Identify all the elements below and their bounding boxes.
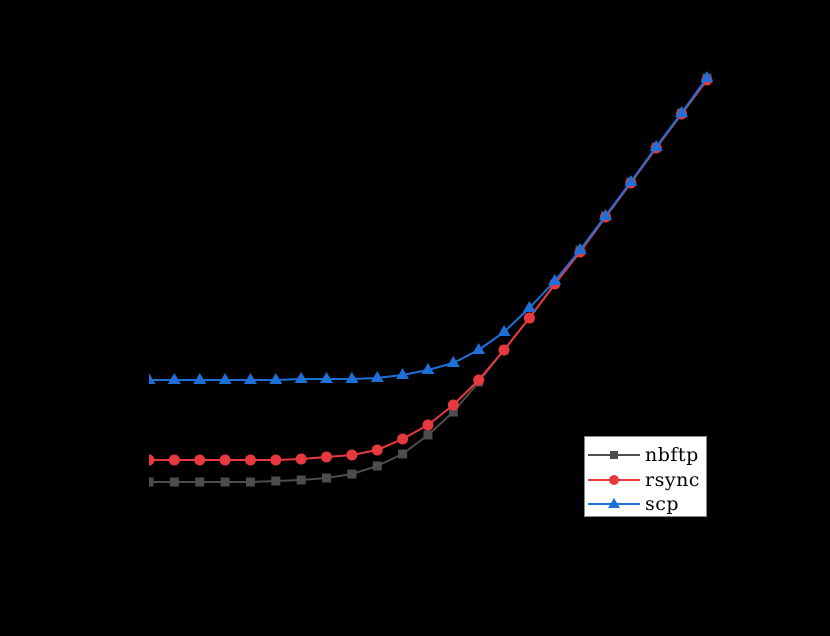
- series-layer: [149, 71, 714, 487]
- circle-marker-icon: [397, 433, 409, 445]
- triangle-marker-icon: [345, 372, 359, 383]
- circle-marker-icon: [219, 454, 231, 466]
- square-marker-icon: [398, 449, 408, 459]
- legend-label: scp: [645, 493, 680, 515]
- circle-marker-icon: [168, 454, 180, 466]
- triangle-marker-icon: [548, 274, 562, 285]
- circle-marker-icon: [149, 454, 155, 466]
- circle-marker-icon: [321, 451, 333, 463]
- legend-label: rsync: [645, 469, 700, 491]
- circle-marker-icon: [523, 312, 535, 324]
- triangle-marker-icon: [243, 373, 257, 384]
- triangle-marker-icon: [294, 372, 308, 383]
- triangle-marker-icon: [700, 71, 714, 82]
- triangle-marker-icon: [675, 106, 689, 117]
- triangle-marker-icon: [320, 372, 334, 383]
- triangle-marker-icon: [598, 209, 612, 220]
- square-marker-icon: [423, 430, 433, 440]
- square-marker-icon: [220, 477, 230, 487]
- series-rsync: [149, 74, 713, 466]
- square-marker-icon: [322, 473, 332, 483]
- circle-marker-icon: [447, 399, 459, 411]
- square-marker-icon: [195, 477, 205, 487]
- square-marker-icon: [169, 477, 179, 487]
- square-marker-icon: [448, 407, 458, 417]
- square-marker-icon: [372, 461, 382, 471]
- square-marker-icon: [347, 469, 357, 479]
- circle-marker-icon: [371, 444, 383, 456]
- triangle-marker-icon: [218, 373, 232, 384]
- circle-marker-icon: [194, 454, 206, 466]
- series-scp: [149, 71, 714, 384]
- circle-marker-icon: [588, 475, 640, 485]
- square-marker-icon: [271, 476, 281, 486]
- legend-label: nbftp: [645, 444, 699, 466]
- triangle-marker-icon: [193, 373, 207, 384]
- triangle-marker-icon: [497, 325, 511, 336]
- circle-marker-icon: [346, 449, 358, 461]
- triangle-marker-icon: [396, 368, 410, 379]
- legend-item-rsync: rsync: [585, 468, 708, 492]
- triangle-marker-icon: [149, 373, 156, 384]
- triangle-marker-icon: [167, 373, 181, 384]
- triangle-marker-icon: [522, 301, 536, 312]
- triangle-marker-icon: [472, 343, 486, 354]
- legend: nbftp rsync scp: [584, 436, 707, 517]
- triangle-marker-icon: [573, 243, 587, 254]
- triangle-marker-icon: [588, 498, 640, 508]
- square-marker-icon: [588, 451, 640, 459]
- circle-marker-icon: [422, 419, 434, 431]
- triangle-marker-icon: [269, 373, 283, 384]
- legend-item-nbftp: nbftp: [585, 443, 708, 467]
- circle-marker-icon: [498, 344, 510, 356]
- circle-marker-icon: [473, 374, 485, 386]
- triangle-marker-icon: [446, 356, 460, 367]
- triangle-marker-icon: [649, 140, 663, 151]
- triangle-marker-icon: [370, 371, 384, 382]
- triangle-marker-icon: [421, 363, 435, 374]
- legend-item-scp: scp: [585, 492, 708, 516]
- square-marker-icon: [296, 475, 306, 485]
- square-marker-icon: [149, 477, 154, 487]
- triangle-marker-icon: [624, 175, 638, 186]
- circle-marker-icon: [244, 454, 256, 466]
- circle-marker-icon: [270, 454, 282, 466]
- square-marker-icon: [245, 477, 255, 487]
- circle-marker-icon: [295, 453, 307, 465]
